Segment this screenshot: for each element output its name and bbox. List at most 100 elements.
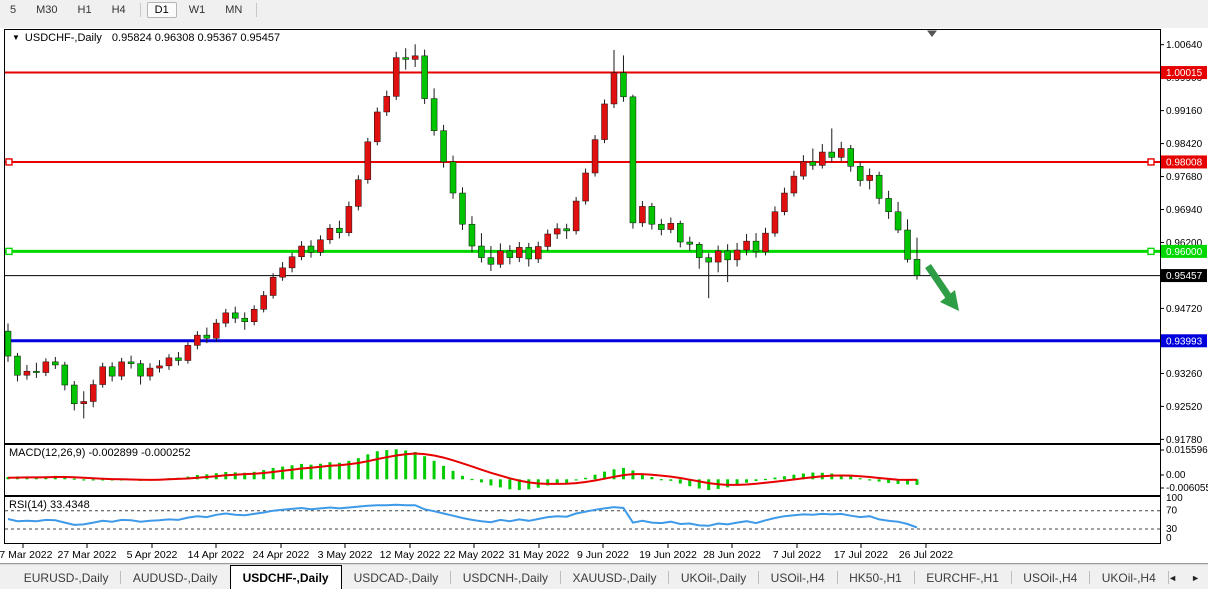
hline-marker[interactable] <box>1147 247 1155 256</box>
chart-shift-marker-icon[interactable] <box>927 30 937 38</box>
macd-histogram-bar <box>281 466 285 480</box>
macd-values: -0.002899 -0.000252 <box>88 447 191 459</box>
tab-scroll-right-icon[interactable]: ► <box>1191 572 1201 583</box>
price-tick-label: 0.97680 <box>1166 172 1203 183</box>
candle-body <box>430 98 438 131</box>
macd-histogram-bar <box>300 463 304 480</box>
macd-histogram-bar <box>697 479 701 489</box>
macd-histogram-bar <box>63 476 67 480</box>
macd-histogram-bar <box>650 476 654 480</box>
trend-arrow-shaft[interactable] <box>925 264 952 299</box>
candle-body <box>563 228 570 232</box>
candle-body <box>885 198 892 212</box>
tab-eurchf-h1[interactable]: EURCHF-,H1 <box>926 570 999 585</box>
timeframe-button-mn[interactable]: MN <box>225 3 243 16</box>
candle-body <box>620 72 627 98</box>
tab-hk50-h1[interactable]: HK50-,H1 <box>849 570 902 585</box>
tab-xauusd-daily[interactable]: XAUUSD-,Daily <box>572 570 657 585</box>
macd-signal-line <box>7 452 918 486</box>
time-tick-label: 22 May 2022 <box>444 549 505 561</box>
macd-axis-label: 0.015596 <box>1166 445 1208 456</box>
candle-body <box>383 96 390 113</box>
trend-arrow-head-icon[interactable] <box>940 290 959 311</box>
tab-scroll-left-icon[interactable]: ◄ <box>1168 572 1178 583</box>
candle-body <box>411 55 419 60</box>
macd-histogram-bar <box>101 479 105 481</box>
candle-body <box>61 364 69 386</box>
candle-body <box>724 250 731 261</box>
candle-body <box>714 250 722 263</box>
time-tick-label: 19 Jun 2022 <box>639 549 697 561</box>
price-tick-label: 0.99160 <box>1166 106 1203 117</box>
macd-histogram-bar <box>659 479 663 481</box>
tab-usoil-h4[interactable]: USOil-,H4 <box>1023 570 1078 585</box>
time-tick-label: 26 Jul 2022 <box>899 549 953 561</box>
macd-histogram-bar <box>337 462 341 480</box>
timeframe-button-h4[interactable]: H4 <box>111 3 126 16</box>
tab-ukoil-h4[interactable]: UKOil-,H4 <box>1101 570 1156 585</box>
tab-usdchf-daily[interactable]: USDCHF-,Daily <box>229 565 342 589</box>
candle-body <box>146 367 154 377</box>
chart-dropdown-icon[interactable]: ▼ <box>12 33 20 42</box>
macd-histogram-bar <box>72 478 76 480</box>
candle-body <box>118 361 125 377</box>
macd-histogram-bar <box>764 478 767 481</box>
candle-body <box>364 141 372 180</box>
macd-histogram-bar <box>707 479 711 491</box>
candle-body <box>421 55 428 99</box>
hline-marker[interactable] <box>5 247 13 256</box>
timeframe-button-5[interactable]: 5 <box>10 3 17 16</box>
candle-body <box>525 247 533 260</box>
macd-histogram-bar <box>461 475 464 480</box>
macd-histogram-bar <box>82 479 86 481</box>
macd-histogram-bar <box>858 478 862 480</box>
candle-body <box>80 401 87 404</box>
macd-histogram-bar <box>91 479 95 481</box>
candle-body <box>677 223 684 243</box>
hline-marker[interactable] <box>5 158 13 166</box>
rsi-header: RSI(14) 33.4348 <box>9 499 90 511</box>
timeframe-button-d1[interactable]: D1 <box>146 1 177 18</box>
macd-histogram-bar <box>252 471 256 480</box>
candle-body <box>250 309 258 323</box>
macd-histogram-bar <box>565 479 569 484</box>
tab-ukoil-daily[interactable]: UKOil-,Daily <box>680 570 747 585</box>
macd-histogram-bar <box>678 479 682 484</box>
candle-body <box>497 250 504 265</box>
price-tick-label: 0.94720 <box>1166 304 1203 315</box>
tab-usdcad-daily[interactable]: USDCAD-,Daily <box>353 570 439 585</box>
timeframe-button-h1[interactable]: H1 <box>77 3 92 16</box>
time-tick-label: 24 Apr 2022 <box>253 549 310 561</box>
macd-histogram-bar <box>394 449 398 480</box>
tab-usoil-h4[interactable]: USOil-,H4 <box>770 570 825 585</box>
macd-histogram-bar <box>479 479 483 483</box>
candle-body <box>516 247 523 258</box>
macd-histogram-bar <box>6 476 10 480</box>
macd-histogram-bar <box>517 479 521 491</box>
tab-usdcnh-daily[interactable]: USDCNH-,Daily <box>462 570 549 585</box>
price-flag-0.95457 <box>1161 269 1207 283</box>
macd-histogram-bar <box>726 479 730 488</box>
timeframe-button-m30[interactable]: M30 <box>36 3 58 16</box>
candle-body <box>686 241 693 245</box>
tab-audusd-daily[interactable]: AUDUSD-,Daily <box>132 570 218 585</box>
candle-body <box>667 223 675 230</box>
time-tick-label: 12 May 2022 <box>380 549 441 561</box>
hline-marker[interactable] <box>1147 158 1155 166</box>
rsi-axis-label: 0 <box>1166 533 1172 544</box>
candle-body <box>875 174 883 199</box>
candle-body <box>459 192 466 225</box>
macd-histogram-bar <box>877 479 881 482</box>
candle-body <box>762 232 769 253</box>
price-tick-label: 0.96940 <box>1166 205 1203 216</box>
time-tick-label: 5 Apr 2022 <box>127 549 178 561</box>
macd-histogram-bar <box>489 479 493 486</box>
tabbar-left-padding <box>0 565 12 589</box>
candle-body <box>639 206 646 224</box>
tab-eurusd-daily[interactable]: EURUSD-,Daily <box>23 570 109 585</box>
candle-body <box>629 96 637 224</box>
macd-histogram-bar <box>801 473 805 480</box>
timeframe-button-w1[interactable]: W1 <box>188 3 206 16</box>
candle-body <box>828 151 836 158</box>
candle-body <box>695 244 703 258</box>
